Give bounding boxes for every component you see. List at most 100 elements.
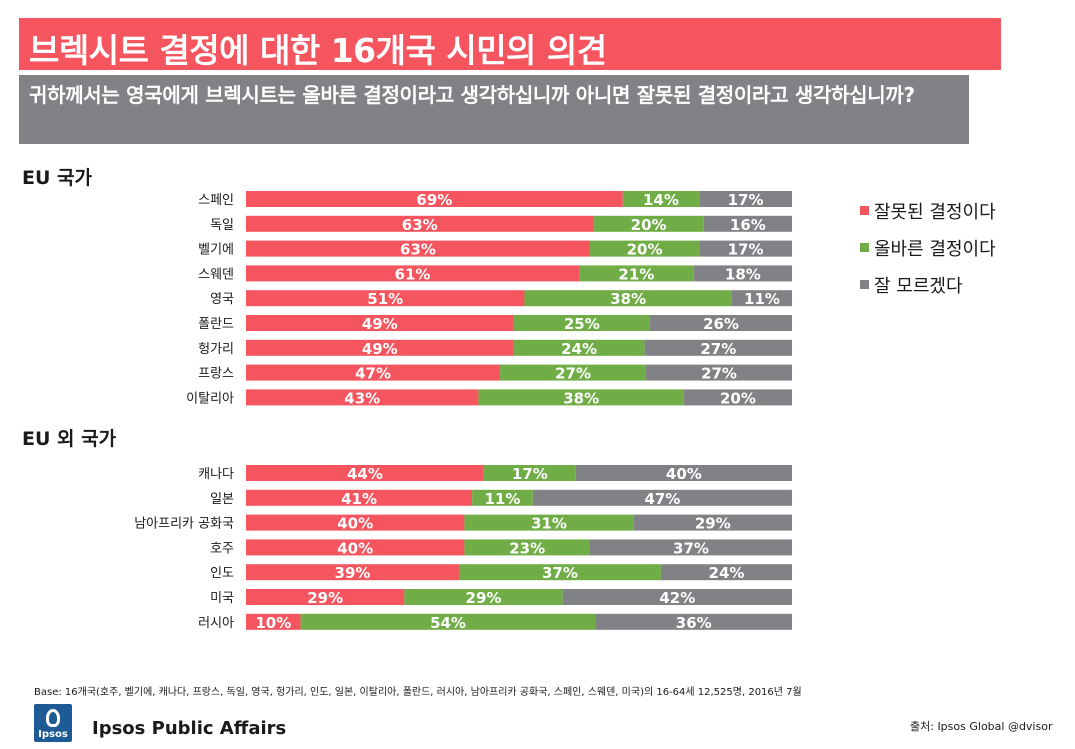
data-label-right: 20% — [631, 216, 667, 234]
legend-swatch-right — [860, 243, 869, 252]
bar-segment-unknown — [703, 215, 792, 232]
legend-swatch-wrong — [860, 206, 869, 215]
legend-label-wrong: 잘못된 결정이다 — [874, 202, 996, 223]
data-label-right: 24% — [561, 340, 597, 358]
bar-segment-unknown — [644, 339, 792, 356]
bar-segment-right — [472, 489, 533, 506]
category-label: 헝가리 — [198, 342, 234, 357]
bar-segment-wrong — [246, 240, 590, 257]
bar-segment-wrong — [246, 539, 465, 556]
bar-segment-unknown — [699, 191, 792, 207]
data-label-wrong: 10% — [255, 614, 291, 632]
bar-segment-unknown — [646, 364, 792, 381]
bar-segment-right — [524, 290, 732, 307]
data-label-right: 37% — [542, 564, 578, 582]
base-footnote: Base: 16개국(호주, 벨기에, 캐나다, 프랑스, 독일, 영국, 헝가… — [34, 687, 802, 698]
bar-segment-right — [589, 240, 700, 257]
bar-segment-wrong — [246, 364, 501, 381]
data-label-wrong: 51% — [367, 290, 403, 308]
bar-segment-right — [478, 389, 684, 406]
title-banner: 브렉시트 결정에 대한 16개국 시민의 의견 — [19, 18, 1001, 70]
category-label: 영국 — [210, 292, 234, 307]
bar-segment-unknown — [683, 389, 792, 406]
data-label-wrong: 63% — [400, 241, 436, 259]
data-label-wrong: 41% — [341, 490, 377, 508]
bar-segment-wrong — [246, 215, 594, 232]
category-label: 이탈리아 — [186, 391, 234, 406]
bar-segment-right — [458, 564, 661, 581]
data-label-wrong: 49% — [362, 315, 398, 333]
category-label: 호주 — [210, 541, 234, 556]
bar-segment-right — [513, 315, 651, 331]
category-label: 스웨덴 — [198, 267, 234, 282]
data-label-unknown: 36% — [676, 614, 712, 632]
category-label: 인도 — [210, 566, 234, 581]
category-label: 독일 — [210, 218, 234, 233]
legend-label-unknown: 잘 모르겠다 — [874, 276, 963, 297]
category-label: 스페인 — [198, 193, 234, 208]
data-label-unknown: 42% — [659, 589, 695, 607]
bar-segment-right — [579, 265, 694, 282]
group-heading-non-eu: EU 외 국가 — [22, 428, 117, 450]
data-label-right: 23% — [509, 539, 545, 557]
bar-segment-right — [513, 339, 645, 356]
category-label: 캐나다 — [198, 467, 234, 482]
data-label-unknown: 40% — [666, 465, 702, 483]
bar-segment-wrong — [246, 489, 473, 506]
data-label-unknown: 20% — [720, 389, 756, 407]
data-label-right: 21% — [618, 265, 654, 283]
data-label-unknown: 47% — [644, 490, 680, 508]
question-banner: 귀하께서는 영국에게 브렉시트는 올바른 결정이라고 생각하십니까 아니면 잘못… — [19, 75, 969, 144]
bar-segment-unknown — [633, 514, 792, 531]
data-label-wrong: 43% — [344, 389, 380, 407]
data-label-unknown: 17% — [728, 191, 764, 209]
data-label-wrong: 47% — [355, 365, 391, 383]
data-label-unknown: 29% — [695, 515, 731, 533]
legend-swatch-unknown — [860, 280, 869, 289]
category-label: 미국 — [210, 591, 234, 606]
bar-segment-right — [464, 514, 634, 531]
bar-segment-wrong — [246, 315, 514, 331]
data-label-right: 54% — [430, 614, 466, 632]
data-label-wrong: 39% — [335, 564, 371, 582]
data-label-unknown: 18% — [725, 265, 761, 283]
survey-question: 귀하께서는 영국에게 브렉시트는 올바른 결정이라고 생각하십니까 아니면 잘못… — [29, 83, 915, 107]
bar-segment-wrong — [246, 613, 301, 630]
bar-segment-right — [500, 364, 647, 381]
data-label-unknown: 16% — [730, 216, 766, 234]
data-label-wrong: 49% — [362, 340, 398, 358]
category-label: 프랑스 — [198, 367, 234, 382]
data-label-right: 31% — [531, 515, 567, 533]
bar-segment-unknown — [595, 613, 792, 630]
bar-segment-wrong — [246, 191, 623, 207]
bar-segment-unknown — [589, 539, 792, 556]
bar-segment-unknown — [699, 240, 792, 257]
group-heading-eu: EU 국가 — [22, 167, 92, 189]
data-label-right: 11% — [485, 490, 521, 508]
data-label-right: 38% — [610, 290, 646, 308]
data-label-unknown: 27% — [701, 365, 737, 383]
source-credit: 출처: Ipsos Global @dvisor — [910, 720, 1053, 733]
bar-segment-wrong — [246, 589, 405, 605]
bar-segment-right — [622, 191, 700, 207]
bar-segment-right — [464, 539, 590, 556]
category-label: 폴란드 — [198, 317, 234, 332]
data-label-wrong: 29% — [307, 589, 343, 607]
category-label: 일본 — [210, 492, 234, 507]
data-label-right: 38% — [563, 389, 599, 407]
data-label-right: 20% — [627, 241, 663, 259]
bar-segment-wrong — [246, 564, 459, 581]
data-label-right: 17% — [512, 465, 548, 483]
logo-text: Ipsos — [38, 729, 68, 740]
bar-segment-wrong — [246, 514, 465, 531]
category-label: 러시아 — [198, 616, 234, 631]
data-label-right: 27% — [555, 365, 591, 383]
legend-label-right: 올바른 결정이다 — [874, 239, 996, 260]
bar-segment-unknown — [650, 315, 792, 331]
bar-segment-right — [593, 215, 704, 232]
bar-segment-unknown — [660, 564, 792, 581]
data-label-right: 14% — [643, 191, 679, 209]
bar-segment-unknown — [575, 465, 792, 481]
data-label-unknown: 27% — [700, 340, 736, 358]
data-label-wrong: 40% — [337, 515, 373, 533]
